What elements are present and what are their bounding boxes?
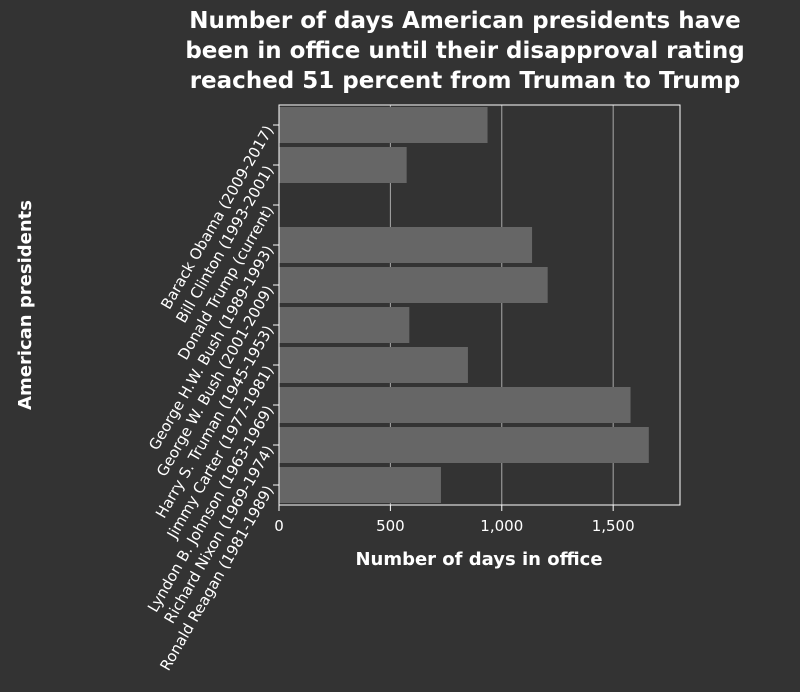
bars — [279, 107, 649, 503]
y-axis-title: American presidents — [15, 200, 36, 410]
chart-title: Number of days American presidents have … — [185, 8, 744, 94]
bar-9 — [279, 467, 441, 503]
x-tick-label-0: 0 — [274, 517, 284, 535]
plot-frame — [278, 104, 681, 506]
y-axis-ticks: Barack Obama (2009-2017)Bill Clinton (19… — [144, 122, 279, 674]
chart-title-line-2: been in office until their disapproval r… — [185, 38, 744, 64]
bar-3 — [279, 227, 533, 263]
bar-5 — [279, 307, 410, 343]
x-axis-title: Number of days in office — [355, 549, 602, 570]
x-tick-label-3: 1,500 — [592, 517, 635, 535]
bar-6 — [279, 347, 468, 383]
bar-1 — [279, 147, 407, 183]
chart-title-line-3: reached 51 percent from Truman to Trump — [190, 68, 741, 94]
chart-title-line-1: Number of days American presidents have — [189, 8, 741, 34]
bar-0 — [279, 107, 488, 143]
bar-7 — [279, 387, 631, 423]
bar-8 — [279, 427, 649, 463]
x-tick-label-1: 500 — [376, 517, 405, 535]
x-axis-ticks: 0 500 1,000 1,500 — [274, 505, 635, 535]
bar-4 — [279, 267, 548, 303]
x-tick-label-2: 1,000 — [480, 517, 523, 535]
